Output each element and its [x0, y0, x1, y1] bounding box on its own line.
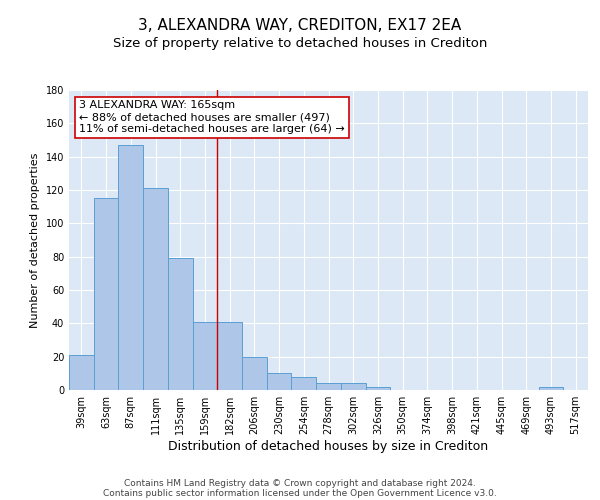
Bar	[539, 386, 563, 390]
Bar	[94, 198, 118, 390]
Bar	[242, 356, 267, 390]
Bar	[168, 258, 193, 390]
Bar	[341, 384, 365, 390]
Bar	[365, 386, 390, 390]
Bar	[193, 322, 217, 390]
Bar	[217, 322, 242, 390]
Bar	[316, 384, 341, 390]
Bar	[143, 188, 168, 390]
Y-axis label: Number of detached properties: Number of detached properties	[30, 152, 40, 328]
X-axis label: Distribution of detached houses by size in Crediton: Distribution of detached houses by size …	[169, 440, 488, 453]
Text: Contains HM Land Registry data © Crown copyright and database right 2024.: Contains HM Land Registry data © Crown c…	[124, 478, 476, 488]
Bar	[267, 374, 292, 390]
Bar	[69, 355, 94, 390]
Text: 3, ALEXANDRA WAY, CREDITON, EX17 2EA: 3, ALEXANDRA WAY, CREDITON, EX17 2EA	[139, 18, 461, 32]
Text: Size of property relative to detached houses in Crediton: Size of property relative to detached ho…	[113, 38, 487, 51]
Text: Contains public sector information licensed under the Open Government Licence v3: Contains public sector information licen…	[103, 488, 497, 498]
Bar	[292, 376, 316, 390]
Text: 3 ALEXANDRA WAY: 165sqm
← 88% of detached houses are smaller (497)
11% of semi-d: 3 ALEXANDRA WAY: 165sqm ← 88% of detache…	[79, 100, 345, 134]
Bar	[118, 145, 143, 390]
